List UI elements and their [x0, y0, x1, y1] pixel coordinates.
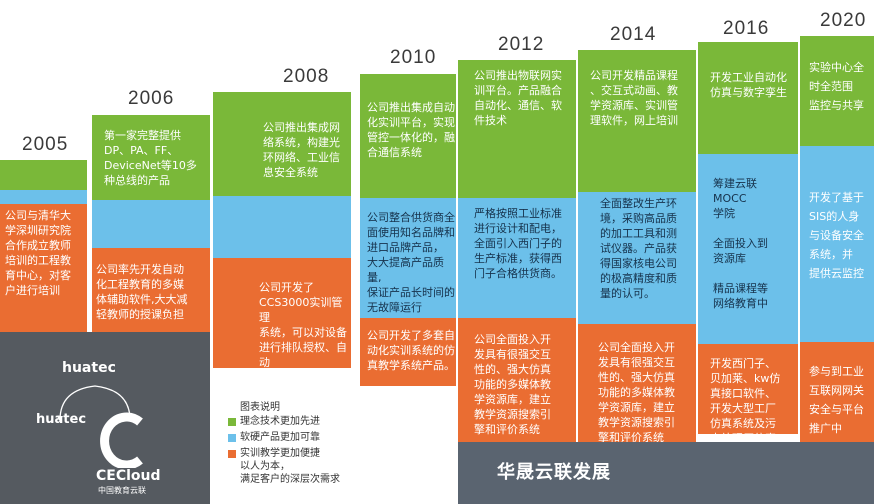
legend-item-soft: 软硬产品更加可靠 — [240, 432, 320, 443]
tech-text: 公司推出集成网 络系统，构建光 环网络、工业信 息安全系统 — [263, 121, 340, 179]
teach-band — [698, 344, 798, 434]
tech-band — [578, 50, 696, 192]
teach-text: 公司与清华大 学深圳研究院 合作成立教师 培训的工程教 育中心，对客 户进行培训 — [5, 209, 71, 297]
soft-band — [578, 192, 696, 324]
teach-text: 参与到工业 互联网网关 安全与平台 推广中 — [809, 365, 864, 435]
year-label: 2005 — [22, 134, 69, 155]
soft-band — [360, 198, 456, 318]
year-label: 2012 — [498, 34, 545, 55]
page-title: 华晟云联发展 — [497, 462, 611, 483]
teach-text: 公司开发了 CCS3000实训管理 系统，可以对设备 进行排队授权、自动 管理 — [259, 281, 347, 384]
teach-band — [800, 342, 874, 448]
teach-band — [360, 318, 456, 386]
teach-text: 公司率先开发自动 化工程教育的多媒 体辅助软件,大大减 轻教师的授课负担 — [96, 263, 188, 321]
legend-swatch-teach — [228, 450, 236, 458]
legend-swatch-tech — [228, 418, 236, 426]
teach-band — [213, 258, 351, 368]
year-label: 2020 — [820, 10, 867, 31]
tech-band — [800, 36, 874, 146]
tech-text: 第一家完整提供 DP、PA、FF、 DeviceNet等10多 种总线的产品 — [104, 129, 197, 187]
legend-item-teach: 实训教学更加便捷 以人为本， 满足客户的深层次需求 — [240, 448, 340, 485]
legend-title: 图表说明 — [240, 402, 280, 413]
tech-text: 公司推出物联网实 训平台。产品融合 自动化、通信、软 件技术 — [474, 69, 562, 127]
huatec-logo-top: huatec — [62, 360, 116, 376]
teach-text: 公司开发了多套自 动化实训系统的仿 真教学系统产品。 — [367, 329, 455, 372]
tech-band — [458, 60, 576, 198]
soft-text: 公司整合供货商全 面使用知名品牌和 进口品牌产品， 大大提高产品质量, 保证产品… — [367, 211, 455, 314]
teach-band — [458, 318, 576, 442]
soft-band — [800, 146, 874, 342]
soft-band — [0, 190, 87, 204]
soft-text: 筹建云联 MOCC 学院 全面投入到 资源库 精品课程等 网络教育中 — [713, 177, 768, 310]
soft-band — [698, 154, 798, 344]
teach-text: 公司全面投入开 发具有很强交互 性的、强大仿真 功能的多媒体教 学资源库，建立 … — [598, 341, 675, 444]
tech-band — [92, 115, 210, 200]
tech-band — [213, 92, 351, 196]
soft-band — [92, 200, 210, 248]
title-strip — [458, 442, 874, 504]
year-label: 2016 — [723, 18, 770, 39]
year-label: 2008 — [283, 66, 330, 87]
logo-panel: huatec huatec CECloud 中国教育云联 — [0, 332, 210, 504]
soft-band — [458, 198, 576, 318]
cecloud-logo-text: CECloud — [96, 468, 161, 484]
cecloud-logo-cn: 中国教育云联 — [98, 486, 146, 495]
tech-band — [360, 74, 456, 198]
teach-text: 开发西门子、 贝加莱、kw仿 真接口软件、 开发大型工厂 仿真系统及污 水处理厂… — [710, 357, 781, 445]
year-label: 2010 — [390, 47, 437, 68]
teach-text: 公司全面投入开 发具有很强交互 性的、强大仿真 功能的多媒体教 学资源库，建立 … — [474, 333, 551, 436]
soft-text: 全面整改生产环 境，采购高品质 的加工工具和测 试仪器。产品获 得国家核电公司 … — [600, 197, 677, 300]
year-label: 2006 — [128, 88, 175, 109]
tech-band — [698, 42, 798, 154]
tech-text: 公司推出集成自动 化实训平台，实现 管控一体化的，融 合通信系统 — [367, 101, 455, 159]
teach-band — [0, 204, 87, 332]
tech-band — [0, 160, 87, 190]
soft-band — [213, 196, 351, 258]
tech-text: 开发工业自动化 仿真与数字孪生 — [710, 71, 787, 99]
soft-text: 开发了基于 SIS的人身 与设备安全 系统，并 提供云监控 — [809, 191, 864, 280]
legend-item-tech: 理念技术更加先进 — [240, 416, 320, 427]
soft-text: 严格按照工业标准 进行设计和配电， 全面引入西门子的 生产标准，获得西 门子合格… — [474, 207, 562, 280]
cecloud-c-icon — [100, 412, 143, 468]
year-label: 2014 — [610, 24, 657, 45]
tech-text: 实验中心全 时全范围 监控与共享 — [809, 61, 864, 112]
tech-text: 公司开发精品课程 、交互式动画、教 学资源库、实训管 理软件，网上培训 — [590, 69, 678, 127]
teach-band — [578, 324, 696, 448]
legend-swatch-soft — [228, 434, 236, 442]
teach-band — [92, 248, 210, 332]
